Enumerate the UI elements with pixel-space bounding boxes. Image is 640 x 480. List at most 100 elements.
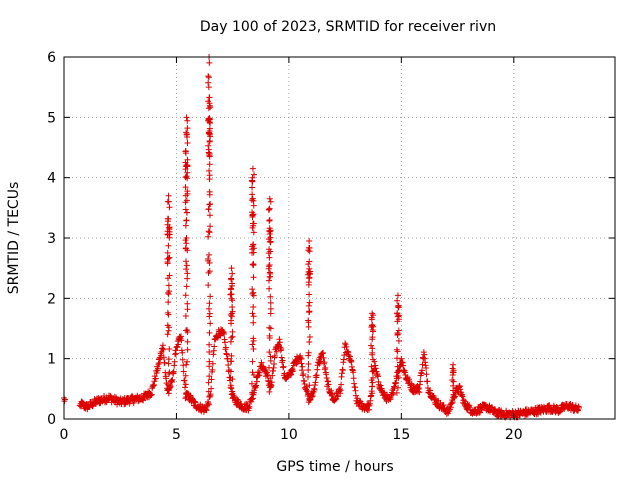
x-tick-label: 5 — [172, 427, 181, 443]
data-point — [165, 390, 172, 397]
data-point — [209, 366, 216, 373]
data-point — [160, 346, 167, 353]
data-point — [350, 375, 357, 382]
data-point — [450, 387, 457, 394]
data-point — [265, 364, 272, 371]
data-point — [182, 166, 189, 173]
data-point — [395, 374, 402, 381]
data-point — [368, 316, 375, 323]
data-point — [248, 197, 255, 204]
data-point — [276, 339, 283, 346]
data-point — [228, 358, 235, 365]
data-point — [165, 224, 172, 231]
data-point — [267, 305, 274, 312]
data-point — [393, 389, 400, 396]
data-point — [206, 161, 213, 168]
data-point — [206, 102, 213, 109]
data-point — [250, 304, 257, 311]
data-point — [266, 205, 273, 212]
data-point — [207, 201, 214, 208]
data-point — [165, 291, 172, 298]
data-point — [249, 191, 256, 198]
grid-lines — [64, 57, 615, 419]
data-point — [175, 341, 182, 348]
data-point — [206, 94, 213, 101]
data-point — [174, 344, 181, 351]
data-point — [206, 229, 213, 236]
data-point — [305, 352, 312, 359]
data-point — [416, 389, 423, 396]
data-point — [394, 355, 401, 362]
data-point — [267, 228, 274, 235]
data-point — [165, 381, 172, 388]
data-point — [343, 343, 350, 350]
data-point — [165, 311, 172, 318]
data-point — [224, 355, 231, 362]
data-point — [182, 313, 189, 320]
data-point — [183, 234, 190, 241]
data-point — [250, 319, 257, 326]
data-point — [250, 372, 257, 379]
data-point — [153, 369, 160, 376]
data-point — [450, 378, 457, 385]
data-point — [392, 379, 399, 386]
data-point — [370, 328, 377, 335]
data-point — [394, 363, 401, 370]
x-tick-label: 10 — [280, 427, 298, 443]
data-point — [166, 228, 173, 235]
data-point — [305, 302, 312, 309]
data-point — [267, 299, 274, 306]
data-point — [419, 367, 426, 374]
data-point — [298, 360, 305, 367]
data-point — [161, 359, 168, 366]
data-point — [227, 338, 234, 345]
data-point — [206, 259, 213, 266]
data-point — [280, 363, 287, 370]
data-point — [166, 234, 173, 241]
data-point — [271, 360, 278, 367]
x-tick-label: 20 — [505, 427, 523, 443]
data-point — [267, 198, 274, 205]
data-point — [183, 262, 190, 269]
data-point — [206, 251, 213, 258]
data-point — [160, 354, 167, 361]
data-point — [253, 382, 260, 389]
data-point — [250, 229, 257, 236]
data-point — [306, 258, 313, 265]
data-point — [229, 280, 236, 287]
y-tick-label: 5 — [47, 110, 56, 126]
data-point — [374, 373, 381, 380]
data-point — [183, 114, 190, 121]
data-point — [266, 285, 273, 292]
data-point — [250, 249, 257, 256]
data-point — [181, 384, 188, 391]
data-point — [206, 268, 213, 275]
data-point — [427, 387, 434, 394]
y-tick-label: 1 — [47, 352, 56, 368]
data-point — [183, 283, 190, 290]
data-point — [206, 59, 213, 66]
data-point — [424, 378, 431, 385]
data-point — [249, 341, 256, 348]
data-point — [449, 372, 456, 379]
data-point — [164, 322, 171, 329]
data-point — [157, 355, 164, 362]
data-point — [394, 297, 401, 304]
data-point — [417, 378, 424, 385]
data-point — [183, 361, 190, 368]
data-point — [180, 362, 187, 369]
data-point — [306, 275, 313, 282]
data-point — [394, 348, 401, 355]
data-point — [206, 300, 213, 307]
data-point — [306, 309, 313, 316]
data-point — [183, 240, 190, 247]
data-point — [205, 205, 212, 212]
data-point — [250, 171, 257, 178]
data-point — [165, 289, 172, 296]
data-point — [184, 190, 191, 197]
data-point — [250, 345, 257, 352]
data-point — [61, 396, 68, 403]
data-point — [182, 206, 189, 213]
data-point — [306, 248, 313, 255]
data-point — [305, 361, 312, 368]
